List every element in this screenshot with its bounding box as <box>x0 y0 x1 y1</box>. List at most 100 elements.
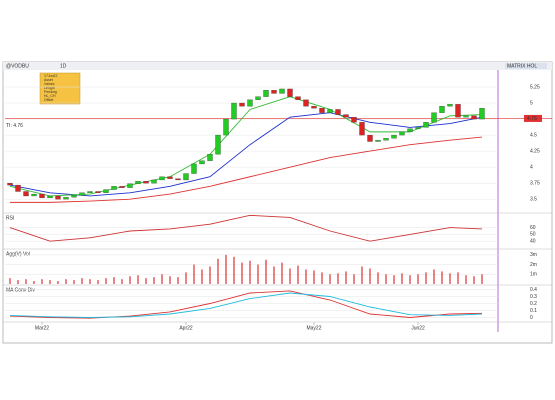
candle <box>63 197 69 200</box>
candle <box>87 191 93 193</box>
panel-title: MA Conv Div <box>6 287 35 293</box>
bar <box>161 274 163 284</box>
legend-line: Asset <box>44 78 53 82</box>
y-tick-label: 5.25 <box>530 84 540 90</box>
bar <box>81 278 83 284</box>
interval: 1D <box>60 63 67 69</box>
candle <box>55 195 61 200</box>
bar <box>409 275 411 284</box>
candle <box>111 186 117 190</box>
y-tick-label: 4.25 <box>530 148 540 154</box>
symbol: @VODBU <box>6 63 29 69</box>
bar <box>361 266 363 284</box>
line <box>9 290 483 319</box>
bar <box>329 274 331 284</box>
last-price-box <box>524 114 542 122</box>
candle <box>71 195 77 198</box>
y-tick-label: 4.5 <box>530 132 537 138</box>
candle <box>463 115 469 118</box>
y-tick-label: 2m <box>530 262 537 268</box>
legend-line: Length <box>44 86 55 90</box>
bar <box>401 273 403 284</box>
legend-line: Values <box>44 82 55 86</box>
bar <box>249 260 251 284</box>
candle <box>303 99 309 107</box>
toolbar <box>3 62 552 70</box>
candle <box>439 106 445 113</box>
candle <box>327 109 333 113</box>
legend-line: Offset <box>44 98 53 102</box>
legend-line: Pending <box>44 90 57 94</box>
bar <box>457 272 459 284</box>
bar <box>25 279 27 284</box>
y-tick-label: 0 <box>530 315 533 321</box>
candle <box>279 88 285 94</box>
bar <box>337 273 339 284</box>
status-box <box>505 63 547 69</box>
candle <box>39 193 45 199</box>
candle <box>343 114 349 118</box>
bar <box>257 264 259 284</box>
bar <box>97 280 99 284</box>
bar <box>217 258 219 284</box>
candle <box>391 134 397 139</box>
candle <box>359 122 365 136</box>
legend-line: HL_CH <box>44 94 56 98</box>
bar <box>89 279 91 284</box>
bar <box>321 272 323 284</box>
bar <box>233 256 235 284</box>
y-tick-label: 0.2 <box>530 301 537 307</box>
candle <box>183 173 189 181</box>
bar <box>465 275 467 284</box>
y-tick-label: 50 <box>530 232 536 238</box>
candle <box>263 90 269 97</box>
bar <box>129 276 131 284</box>
bar <box>105 278 107 284</box>
bar <box>41 279 43 284</box>
line <box>9 292 483 318</box>
y-tick-label: 1m <box>530 272 537 278</box>
candle <box>175 178 181 181</box>
bar <box>169 276 171 284</box>
bar <box>65 279 67 284</box>
bar <box>265 259 267 284</box>
bar <box>49 280 51 284</box>
candle <box>399 131 405 136</box>
candle <box>151 179 157 184</box>
bar <box>353 274 355 284</box>
candle <box>31 193 37 197</box>
x-tick-label: Jun22 <box>411 325 425 331</box>
candle <box>383 138 389 141</box>
candle <box>231 102 237 120</box>
bar <box>137 275 139 284</box>
y-tick-label: 3.75 <box>530 180 540 186</box>
legend-box <box>39 72 81 105</box>
bar <box>441 271 443 284</box>
candle <box>255 96 261 100</box>
bar <box>425 272 427 284</box>
candle <box>167 176 173 179</box>
bar <box>17 280 19 284</box>
candle <box>431 112 437 123</box>
candle <box>79 192 85 196</box>
panel-title: Agg(V) Vol <box>6 251 30 257</box>
candle <box>143 181 149 184</box>
candle <box>95 191 101 193</box>
frame <box>2 61 553 344</box>
candle <box>7 183 13 186</box>
bar <box>121 279 123 284</box>
panel-title: RSI <box>6 215 14 221</box>
bar <box>433 269 435 284</box>
candle <box>207 154 213 161</box>
bar <box>177 277 179 284</box>
last-price-label: 4.76 <box>527 116 537 122</box>
y-tick-label: 0.3 <box>530 294 537 300</box>
y-tick-label: 3.5 <box>530 197 537 203</box>
bar <box>369 268 371 284</box>
bar <box>273 266 275 284</box>
bar <box>385 274 387 284</box>
bar <box>73 280 75 284</box>
bar <box>345 271 347 284</box>
candle <box>47 195 53 199</box>
